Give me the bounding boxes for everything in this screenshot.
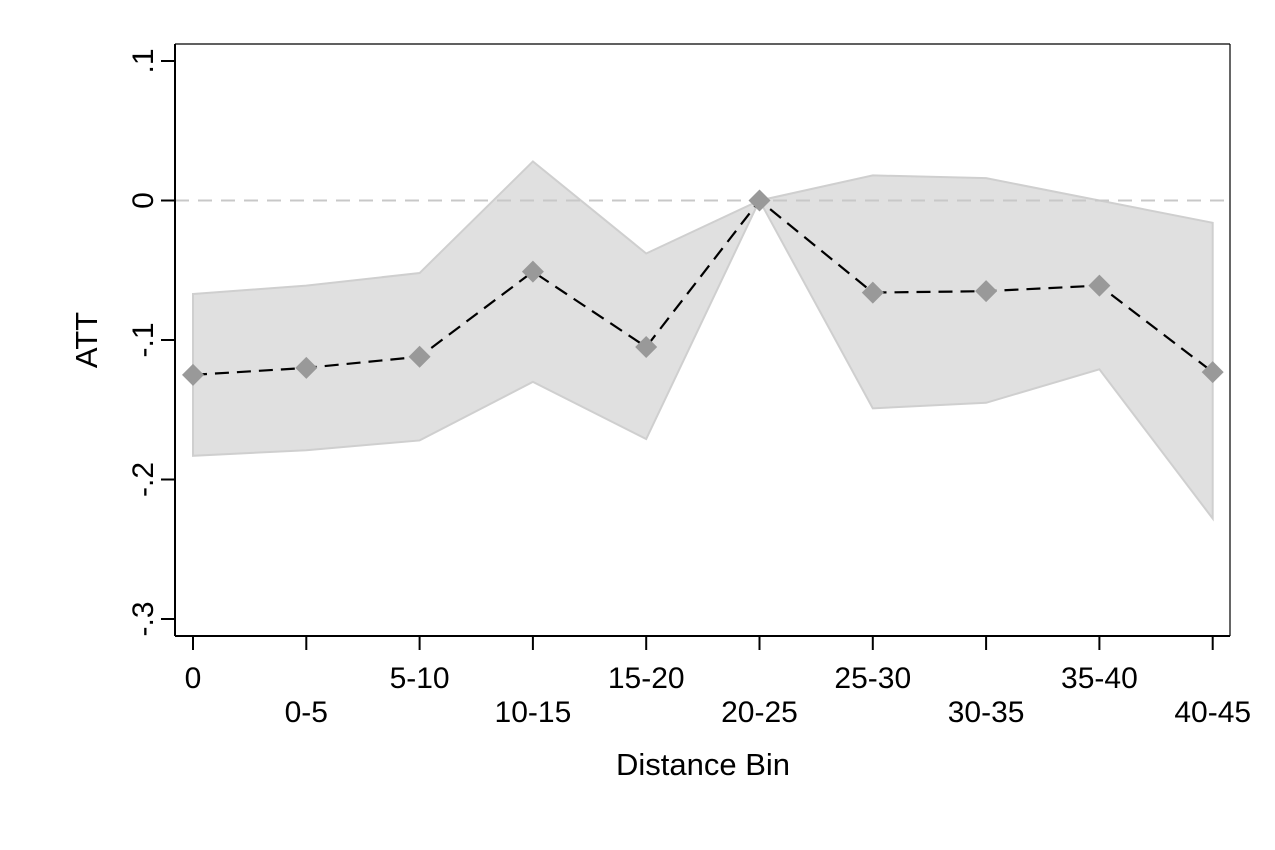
x-tick-label: 10-15: [495, 696, 572, 729]
series-line: [192, 198, 1214, 376]
plot-frame-layer: [174, 43, 1231, 637]
confidence-band: [192, 160, 1214, 522]
series-line-layer: [192, 198, 1214, 376]
x-tick-label: 40-45: [1174, 696, 1251, 729]
x-axis: 0 0-5 5-10 10-15 15-20 20-25 25-30 30-35 35-40 40…: [185, 636, 1251, 729]
y-tick-label: -.3: [127, 601, 160, 636]
x-axis-title: Distance Bin: [616, 747, 790, 782]
y-tick-label: -.1: [127, 322, 160, 357]
data-point-5-10: [408, 345, 431, 368]
y-tick-label: -.2: [127, 462, 160, 497]
data-point-0-5: [295, 356, 318, 379]
x-tick-label: 0-5: [285, 696, 328, 729]
series-marker-layer: [182, 189, 1224, 386]
x-tick-label: 20-25: [721, 696, 798, 729]
x-tick-label: 30-35: [948, 696, 1025, 729]
data-point-0: [182, 363, 204, 386]
y-axis-title: ATT: [69, 312, 104, 368]
x-tick-label: 0: [185, 662, 202, 695]
x-tick-label: 15-20: [608, 662, 685, 695]
data-point-20-25: [748, 189, 771, 212]
data-point-15-20: [635, 335, 658, 358]
y-tick-label: .1: [127, 48, 160, 73]
x-tick-label: 35-40: [1061, 662, 1138, 695]
y-axis: .1 0 -.1 -.2 -.3: [127, 48, 175, 637]
data-point-40-45: [1201, 361, 1224, 384]
data-point-35-40: [1088, 274, 1111, 297]
x-tick-label: 5-10: [390, 662, 450, 695]
data-point-25-30: [861, 281, 884, 304]
y-tick-label: 0: [127, 192, 160, 209]
data-point-10-15: [521, 260, 544, 283]
data-point-30-35: [975, 280, 998, 303]
confidence-band-layer: [192, 160, 1214, 522]
x-tick-label: 25-30: [834, 662, 911, 695]
